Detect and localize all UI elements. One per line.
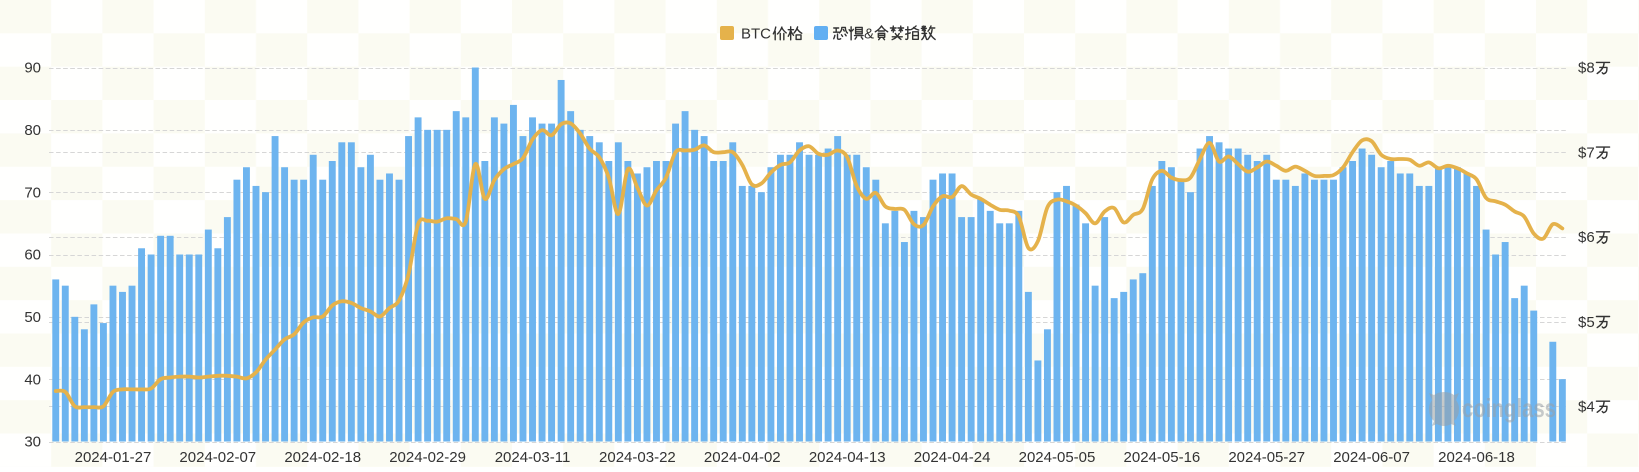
svg-text:2024-02-18: 2024-02-18 xyxy=(284,449,361,466)
svg-text:2024-04-24: 2024-04-24 xyxy=(914,449,991,466)
svg-text:2024-05-16: 2024-05-16 xyxy=(1124,449,1201,466)
svg-text:$7: $7 xyxy=(1578,144,1595,161)
svg-text:2024-04-02: 2024-04-02 xyxy=(704,449,781,466)
svg-text:2024-03-22: 2024-03-22 xyxy=(599,449,676,466)
svg-text:BTC: BTC xyxy=(741,26,771,43)
svg-text:2024-03-11: 2024-03-11 xyxy=(495,449,571,466)
svg-text:70: 70 xyxy=(24,184,41,201)
svg-text:&: & xyxy=(864,26,874,43)
svg-text:30: 30 xyxy=(24,434,41,451)
svg-text:$5: $5 xyxy=(1578,314,1595,331)
svg-text:50: 50 xyxy=(24,309,41,326)
svg-text:2024-04-13: 2024-04-13 xyxy=(809,449,886,466)
svg-text:90: 90 xyxy=(24,60,41,77)
svg-text:2024-05-27: 2024-05-27 xyxy=(1228,449,1305,466)
svg-text:$6: $6 xyxy=(1578,229,1595,246)
svg-text:2024-06-18: 2024-06-18 xyxy=(1438,449,1515,466)
svg-text:2024-01-27: 2024-01-27 xyxy=(75,449,152,466)
svg-text:coinglass: coinglass xyxy=(1462,393,1556,423)
svg-text:2024-06-07: 2024-06-07 xyxy=(1333,449,1410,466)
svg-text:2024-02-07: 2024-02-07 xyxy=(179,449,256,466)
svg-text:60: 60 xyxy=(24,247,41,264)
svg-text:2024-02-29: 2024-02-29 xyxy=(389,449,466,466)
svg-text:$4: $4 xyxy=(1578,399,1595,416)
svg-text:80: 80 xyxy=(24,122,41,139)
svg-text:40: 40 xyxy=(24,371,41,388)
svg-text:2024-05-05: 2024-05-05 xyxy=(1019,449,1096,466)
svg-text:$8: $8 xyxy=(1578,60,1595,77)
